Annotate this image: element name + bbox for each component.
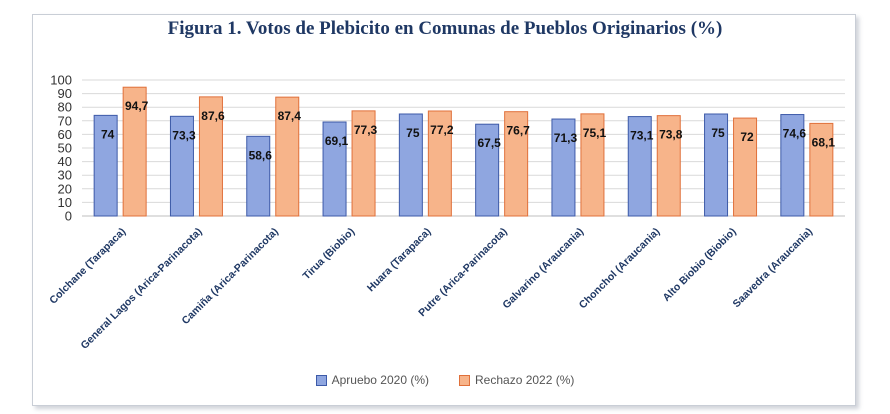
- value-label-apruebo: 67,5: [477, 136, 501, 150]
- value-label-rechazo: 77,3: [354, 123, 378, 137]
- category-label: Putre (Arica-Parinacota): [416, 226, 509, 319]
- value-label-apruebo: 58,6: [249, 148, 273, 162]
- bar-apruebo: [551, 118, 576, 217]
- bars: [93, 86, 834, 217]
- value-label-apruebo: 75: [406, 126, 420, 140]
- category-label: Saavedra (Araucania): [731, 226, 815, 310]
- category-labels: Colchane (Tarapaca)General Lagos (Arica-…: [47, 226, 815, 352]
- bar-apruebo: [322, 121, 347, 217]
- bar-rechazo: [733, 117, 758, 217]
- value-label-apruebo: 73,3: [172, 128, 196, 142]
- y-tick-label: 50: [58, 141, 72, 156]
- bar-rechazo: [351, 110, 376, 217]
- value-label-rechazo: 76,7: [506, 124, 530, 138]
- y-tick-label: 80: [58, 100, 72, 115]
- legend-swatch-rechazo: [459, 374, 470, 386]
- y-tick-label: 10: [58, 195, 72, 210]
- bar-apruebo: [780, 114, 805, 217]
- legend: Apruebo 2020 (%) Rechazo 2022 (%): [0, 373, 890, 387]
- bar-rechazo: [809, 122, 834, 217]
- chart-title: Figura 1. Votos de Plebicito en Comunas …: [167, 18, 723, 39]
- value-label-rechazo: 87,6: [201, 109, 225, 123]
- value-label-rechazo: 94,7: [125, 99, 149, 113]
- bar-rechazo: [580, 113, 605, 217]
- bar-rechazo: [427, 110, 452, 217]
- legend-item-rechazo: Rechazo 2022 (%): [459, 373, 574, 387]
- bar-rechazo: [122, 86, 147, 217]
- bar-rechazo: [198, 96, 223, 217]
- value-label-apruebo: 73,1: [630, 129, 654, 143]
- value-label-apruebo: 69,1: [325, 134, 349, 148]
- bar-rechazo: [504, 111, 529, 217]
- category-label: Colchane (Tarapaca): [47, 226, 128, 307]
- category-label: Chonchol (Araucania): [577, 226, 663, 312]
- value-labels: 74 94,7 73,3 87,6 58,6 87,4 69,1 77,3 75 77,2 67,5…: [101, 99, 835, 162]
- category-label: Huara (Tarapaca): [365, 226, 434, 295]
- value-label-apruebo: 74: [101, 127, 115, 141]
- y-tick-label: 70: [58, 113, 72, 128]
- value-label-apruebo: 74,6: [783, 127, 807, 141]
- value-label-rechazo: 77,2: [430, 123, 454, 137]
- category-label: Galvarino (Araucania): [500, 226, 586, 312]
- category-label: Tirua (Biobio): [301, 226, 358, 283]
- legend-label-apruebo: Apruebo 2020 (%): [331, 373, 429, 387]
- y-tick-label: 0: [65, 209, 72, 224]
- legend-label-rechazo: Rechazo 2022 (%): [475, 373, 575, 387]
- y-tick-label: 60: [58, 127, 72, 142]
- value-label-rechazo: 87,4: [278, 109, 302, 123]
- value-label-rechazo: 73,8: [659, 128, 683, 142]
- bar-apruebo: [169, 115, 194, 217]
- gridlines: [82, 79, 845, 217]
- value-label-rechazo: 72: [740, 130, 754, 144]
- bar-apruebo: [398, 113, 423, 217]
- legend-swatch-apruebo: [315, 374, 327, 386]
- bar-apruebo: [627, 116, 652, 217]
- bar-apruebo: [93, 114, 118, 217]
- value-label-rechazo: 68,1: [812, 135, 836, 149]
- legend-item-apruebo: Apruebo 2020 (%): [315, 373, 429, 387]
- y-tick-label: 90: [58, 86, 72, 101]
- category-label: Alto Biobio (Biobio): [660, 226, 738, 304]
- category-label: General Lagos (Arica-Parinacota): [78, 226, 204, 352]
- y-tick-label: 30: [58, 168, 72, 183]
- value-label-apruebo: 71,3: [554, 131, 578, 145]
- bar-apruebo: [246, 135, 271, 217]
- bar-rechazo: [275, 96, 300, 217]
- value-label-rechazo: 75,1: [583, 126, 607, 140]
- bar-apruebo: [475, 123, 500, 217]
- value-label-apruebo: 75: [711, 126, 725, 140]
- y-tick-label: 20: [58, 181, 72, 196]
- bar-rechazo: [656, 115, 681, 217]
- y-tick-label: 100: [50, 73, 72, 88]
- y-tick-label: 40: [58, 154, 72, 169]
- bar-apruebo: [704, 113, 729, 217]
